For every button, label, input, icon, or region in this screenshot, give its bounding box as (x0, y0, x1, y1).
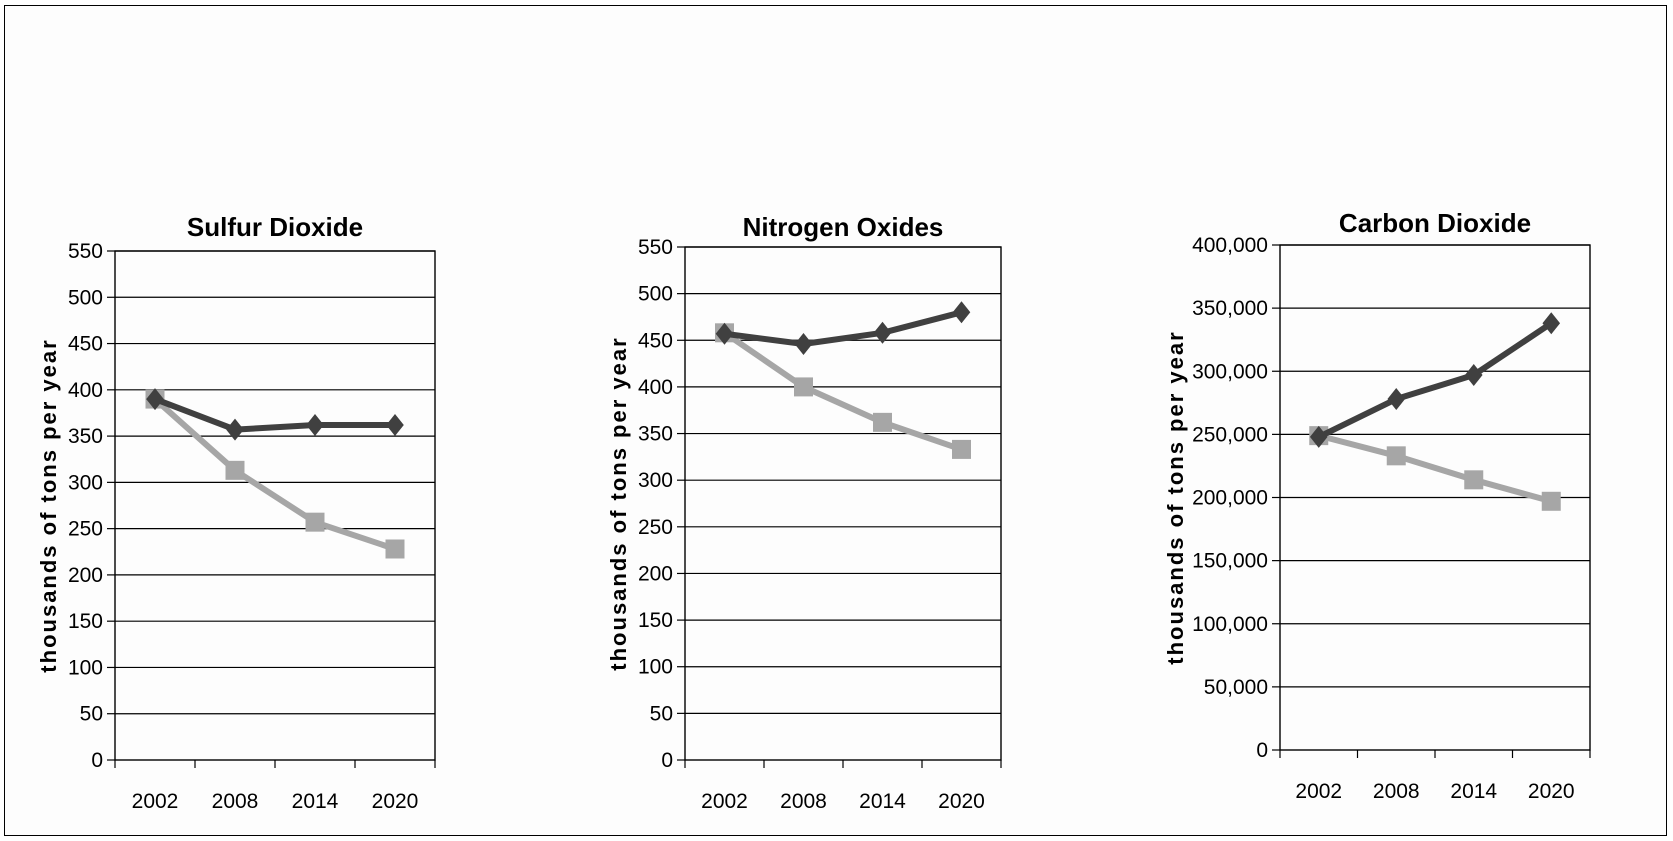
y-tick-label: 250 (638, 516, 673, 539)
y-tick-label: 0 (661, 749, 673, 772)
y-tick-label: 400 (638, 376, 673, 399)
series-line-2 (153, 396, 396, 552)
y-tick-label: 400 (68, 379, 103, 402)
x-tick-label: 2008 (1373, 780, 1420, 803)
data-point-diamond (794, 333, 813, 356)
x-tick-label: 2014 (859, 790, 906, 813)
x-tick-label: 2002 (132, 790, 179, 813)
y-tick-label: 350 (68, 425, 103, 448)
x-tick-label: 2020 (1528, 780, 1575, 803)
data-point-diamond (226, 418, 244, 441)
y-tick-label: 350 (638, 423, 673, 446)
y-tick-label: 100 (638, 656, 673, 679)
data-point-diamond (146, 388, 164, 411)
figure-frame (4, 5, 1667, 836)
y-tick-label: 200 (68, 564, 103, 587)
data-point-diamond (1309, 425, 1328, 448)
data-point-diamond (952, 301, 971, 324)
y-tick-label: 0 (1256, 739, 1268, 762)
data-point-diamond (386, 413, 404, 436)
data-point-square (385, 539, 405, 559)
data-point-diamond (306, 413, 324, 436)
x-tick-label: 2014 (1450, 780, 1497, 803)
data-point-square (794, 377, 813, 397)
series-line-2 (1317, 432, 1553, 505)
y-tick-label: 150 (638, 609, 673, 632)
data-point-diamond (873, 321, 892, 344)
y-tick-label: 50 (650, 702, 673, 725)
chart-title: Sulfur Dioxide (187, 212, 363, 242)
y-tick-label: 450 (638, 329, 673, 352)
y-tick-label: 50 (80, 703, 103, 726)
y-tick-label: 250 (68, 518, 103, 541)
data-point-square (1386, 446, 1406, 466)
data-point-diamond (1464, 364, 1483, 387)
data-point-diamond (715, 322, 734, 345)
y-tick-label: 200,000 (1192, 487, 1268, 510)
y-tick-label: 450 (68, 333, 103, 356)
series-line-1 (1317, 320, 1553, 440)
y-tick-label: 0 (91, 749, 103, 772)
series-line-2 (722, 330, 963, 453)
plot-area (114, 250, 436, 761)
y-tick-label: 300,000 (1192, 360, 1268, 383)
y-tick-label: 300 (638, 469, 673, 492)
chart-1: Sulfur Dioxide 0 50 100 150 200 250 300 350 400 45… (36, 212, 436, 813)
series-line-1 (153, 396, 395, 433)
y-tick-label: 200 (638, 562, 673, 585)
data-point-square (1464, 470, 1484, 490)
data-point-square (873, 412, 892, 432)
data-point-diamond (1542, 312, 1561, 335)
y-tick-label: 500 (68, 286, 103, 309)
series-line-1 (724, 309, 963, 348)
y-axis-label: thousands of tons per year (36, 338, 61, 672)
x-tick-label: 2008 (780, 790, 827, 813)
y-tick-label: 100,000 (1192, 613, 1268, 636)
y-tick-label: 550 (68, 240, 103, 263)
y-tick-label: 500 (638, 283, 673, 306)
y-tick-label: 550 (638, 236, 673, 259)
chart-3: Carbon Dioxide 0 50,000 100,000 150,000 200,0… (1163, 208, 1591, 803)
data-point-square (952, 439, 971, 459)
y-tick-label: 150 (68, 610, 103, 633)
chart-title: Nitrogen Oxides (743, 212, 944, 242)
y-axis-label: thousands of tons per year (1163, 330, 1188, 664)
x-tick-label: 2002 (701, 790, 748, 813)
x-tick-label: 2020 (938, 790, 985, 813)
y-axis-label: thousands of tons per year (606, 336, 631, 670)
y-tick-label: 250,000 (1192, 423, 1268, 446)
chart-2: Nitrogen Oxides 0 50 100 150 200 250 300 350 400 4… (606, 212, 1002, 813)
y-tick-label: 400,000 (1192, 234, 1268, 257)
y-tick-label: 300 (68, 471, 103, 494)
data-point-square (1541, 491, 1561, 511)
y-tick-label: 350,000 (1192, 297, 1268, 320)
y-tick-label: 150,000 (1192, 550, 1268, 573)
x-tick-label: 2014 (292, 790, 339, 813)
x-tick-label: 2020 (372, 790, 419, 813)
data-point-square (305, 512, 325, 532)
x-tick-label: 2002 (1295, 780, 1342, 803)
data-point-diamond (1387, 388, 1406, 411)
y-tick-label: 100 (68, 656, 103, 679)
data-point-square (225, 460, 245, 480)
x-tick-label: 2008 (212, 790, 259, 813)
y-tick-label: 50,000 (1204, 676, 1268, 699)
chart-title: Carbon Dioxide (1339, 208, 1531, 238)
